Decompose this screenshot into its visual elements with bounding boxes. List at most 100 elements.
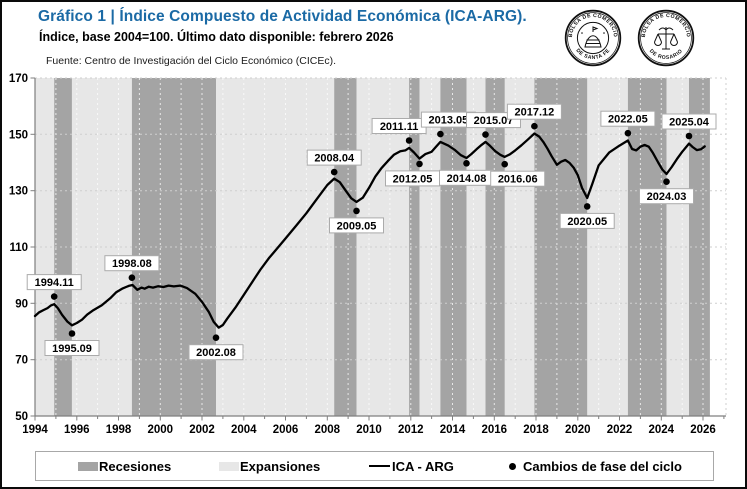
y-tick-label: 70 xyxy=(15,355,28,367)
x-tick-label: 2022 xyxy=(607,424,633,436)
y-tick-label: 130 xyxy=(9,186,28,198)
y-tick-label: 150 xyxy=(9,129,28,141)
phase-change-marker xyxy=(353,207,360,215)
chart-source: Fuente: Centro de Investigación del Cicl… xyxy=(46,55,337,67)
phase-label: 1995.09 xyxy=(52,343,92,355)
x-tick-label: 2026 xyxy=(690,424,716,436)
phase-label-box xyxy=(490,170,546,187)
phase-label: 2016.06 xyxy=(498,174,538,186)
phase-change-marker xyxy=(501,160,509,168)
x-tick-label: 2008 xyxy=(315,424,341,436)
legend-item-ica-arg: ICA - ARG xyxy=(369,452,454,480)
phase-change-marker xyxy=(437,130,444,138)
recession-band xyxy=(409,78,420,416)
x-tick-label: 2002 xyxy=(189,424,215,436)
phase-label: 2020.05 xyxy=(567,216,607,228)
legend: Recesiones Expansiones ICA - ARG Cambios… xyxy=(35,451,714,481)
x-tick-label: 2020 xyxy=(565,424,591,436)
seal-inner-ring xyxy=(567,12,619,64)
x-tick-label: 2012 xyxy=(398,424,424,436)
phase-label: 2024.03 xyxy=(647,191,687,203)
phase-label-box xyxy=(44,340,100,356)
phase-label: 2022.05 xyxy=(608,114,648,126)
line-swatch-icon xyxy=(369,464,390,468)
y-tick-label: 170 xyxy=(9,73,28,85)
x-tick-label: 2024 xyxy=(649,424,675,436)
recession-band xyxy=(131,78,216,416)
phase-change-marker xyxy=(482,131,489,138)
x-tick-label: 2016 xyxy=(482,424,508,436)
x-tick-label: 2014 xyxy=(440,424,466,436)
x-tick-label: 2018 xyxy=(523,424,549,436)
phase-label: 2008.04 xyxy=(314,153,355,165)
phase-label-box xyxy=(661,113,717,130)
legend-item-cambios-de-fase: Cambios de fase del ciclo xyxy=(509,452,682,480)
x-tick-label: 1996 xyxy=(64,424,90,436)
recession-band xyxy=(689,78,710,416)
phase-change-marker xyxy=(463,160,470,167)
scales-emblem-icon xyxy=(654,27,678,50)
ica-arg-line xyxy=(33,132,706,329)
expansion-band xyxy=(504,78,535,416)
expansion-band xyxy=(419,78,441,416)
phase-label: 2012.05 xyxy=(393,173,433,185)
phase-change-marker xyxy=(212,334,220,342)
logo-bolsa-comercio-rosario: BOLSA DE COMERCIO DE ROSARIO xyxy=(637,9,695,67)
phase-label: 1998.08 xyxy=(112,258,152,270)
phase-label: 2017.12 xyxy=(515,107,555,119)
seal-emblem-ring xyxy=(576,21,610,55)
phase-label-box xyxy=(104,255,160,272)
phase-label: 2002.08 xyxy=(196,347,236,359)
chart-subtitle: Índice, base 2004=100. Último dato dispo… xyxy=(39,30,394,44)
legend-item-expansiones: Expansiones xyxy=(219,452,320,480)
expansion-band xyxy=(35,78,55,416)
dot-swatch-icon xyxy=(509,462,516,470)
phase-label: 2014.08 xyxy=(447,173,487,185)
expansion-swatch-icon xyxy=(219,461,239,471)
legend-label: Cambios de fase del ciclo xyxy=(523,458,682,474)
phase-label: 2013.05 xyxy=(429,115,469,127)
phase-change-marker xyxy=(624,129,632,137)
y-tick-label: 90 xyxy=(15,298,28,310)
recession-band xyxy=(440,78,467,416)
phase-label: 2015.07 xyxy=(474,115,514,127)
expansion-band xyxy=(666,78,689,416)
x-tick-label: 1998 xyxy=(106,424,132,436)
phase-change-marker xyxy=(685,132,693,140)
seal-outer-ring xyxy=(564,9,622,67)
phase-label-box xyxy=(26,274,82,291)
phase-change-marker xyxy=(583,203,591,210)
legend-label: Expansiones xyxy=(240,458,321,474)
legend-label: Recesiones xyxy=(99,458,172,474)
legend-item-recesiones: Recesiones xyxy=(78,452,171,480)
x-tick-label: 2006 xyxy=(273,424,299,436)
chart-title: Gráfico 1 | Índice Compuesto de Activida… xyxy=(38,8,527,25)
x-tick-label: 2000 xyxy=(148,424,174,436)
phase-label-box xyxy=(506,103,562,120)
recession-band xyxy=(54,78,72,416)
phase-change-marker xyxy=(68,330,76,337)
phase-change-marker xyxy=(416,160,423,168)
mound-emblem-icon xyxy=(581,26,605,48)
phase-change-marker xyxy=(50,293,58,300)
phase-change-marker xyxy=(531,122,538,130)
y-tick-label: 110 xyxy=(9,242,28,254)
phase-change-marker xyxy=(330,168,338,176)
phase-label-box xyxy=(639,188,694,205)
seal-inner-ring xyxy=(640,12,692,64)
x-tick-label: 1994 xyxy=(22,424,48,436)
recession-swatch-icon xyxy=(78,461,98,471)
phase-label-box xyxy=(329,217,384,234)
phase-label-box xyxy=(188,344,244,361)
x-tick-label: 2004 xyxy=(231,424,257,436)
phase-label: 1994.11 xyxy=(35,277,74,289)
phase-label: 2011.11 xyxy=(380,121,419,133)
phase-change-marker xyxy=(663,178,670,185)
y-tick-label: 50 xyxy=(15,411,28,423)
phase-change-marker xyxy=(405,137,413,144)
phase-label-box xyxy=(306,149,362,166)
phase-change-marker xyxy=(128,274,136,282)
phase-label: 2025.04 xyxy=(669,117,710,129)
